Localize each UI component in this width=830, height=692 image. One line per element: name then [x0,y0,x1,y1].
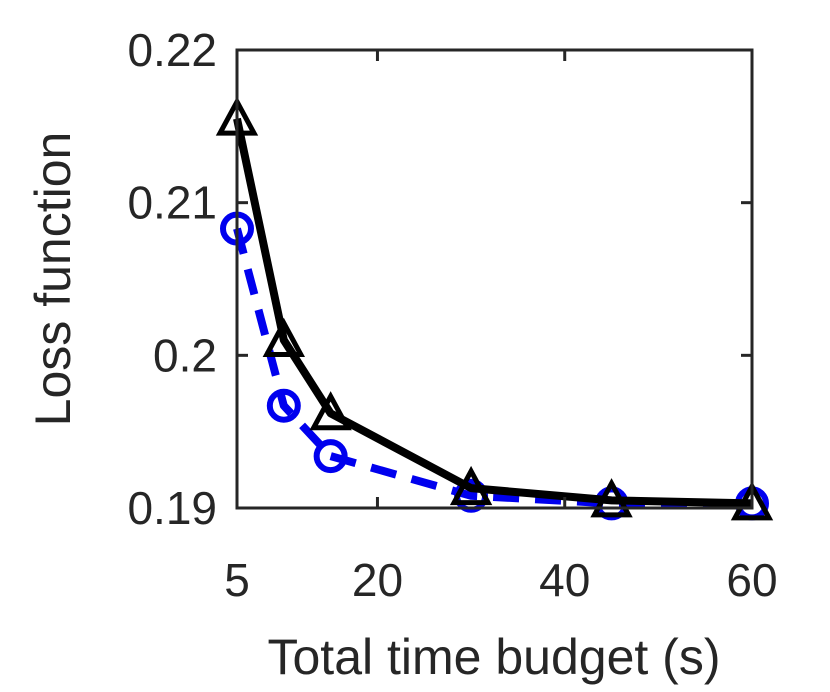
series-1-point-2 [313,439,348,474]
y-tick-label-3: 0.22 [127,24,217,76]
tick-layer [235,48,754,510]
series-0-point-4 [590,478,633,518]
series-1-point-1 [266,388,301,423]
series-0-point-3 [449,465,493,506]
series-0-point-5 [730,481,774,521]
series-0-point-2 [309,391,352,431]
tick-label-layer: 5 20 40 60 0.19 0.2 0.21 0.22 [127,24,777,606]
axes-box [235,48,754,510]
y-tick-label-0: 0.19 [127,482,217,534]
plot-area [237,50,752,508]
y-tick-label-2: 0.21 [127,177,217,229]
series-layer [215,96,774,521]
x-tick-label-2: 40 [539,554,590,606]
x-tick-label-0: 5 [224,554,250,606]
x-tick-label-3: 60 [726,554,777,606]
x-axis-label: Total time budget (s) [268,629,721,685]
y-tick-label-1: 0.2 [153,329,217,381]
x-tick-label-1: 20 [352,554,403,606]
series-0-point-1 [262,317,306,358]
y-axis-label: Loss function [25,132,81,427]
series-0-line [233,117,753,508]
